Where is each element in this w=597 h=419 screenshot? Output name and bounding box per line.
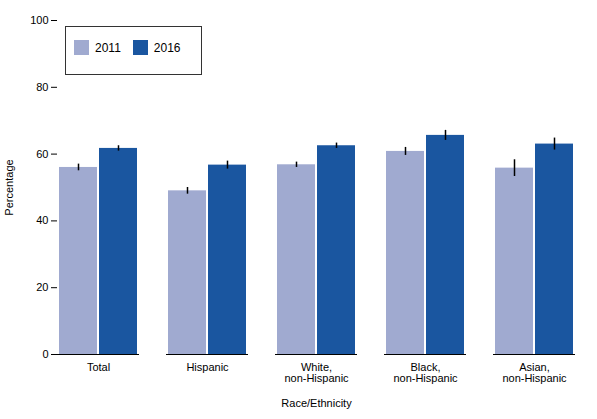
svg-text:Hispanic: Hispanic bbox=[186, 361, 229, 373]
svg-text:White,non-Hispanic: White,non-Hispanic bbox=[284, 361, 349, 384]
svg-text:Total: Total bbox=[87, 361, 110, 373]
svg-text:Black,non-Hispanic: Black,non-Hispanic bbox=[393, 361, 458, 384]
svg-text:40: 40 bbox=[36, 214, 48, 226]
svg-text:0: 0 bbox=[42, 348, 48, 360]
svg-text:80: 80 bbox=[36, 81, 48, 93]
svg-text:20: 20 bbox=[36, 281, 48, 293]
html-text:2016: 2016 bbox=[153, 40, 181, 55]
svg-text:Percentage: Percentage bbox=[3, 159, 15, 215]
svg-text:Asian,non-Hispanic: Asian,non-Hispanic bbox=[502, 361, 567, 384]
svg-text:100: 100 bbox=[30, 14, 48, 26]
html-text:2011: 2011 bbox=[95, 40, 121, 55]
svg-text:60: 60 bbox=[36, 148, 48, 160]
svg-text:Race/Ethnicity: Race/Ethnicity bbox=[281, 397, 352, 409]
